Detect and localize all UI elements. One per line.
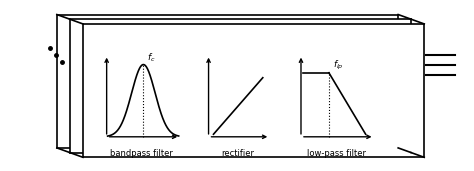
Bar (83, 24, 424, 157)
Text: low-pass filter: low-pass filter (307, 149, 366, 158)
Text: rectifier: rectifier (222, 149, 255, 158)
Text: $f_{lp}$: $f_{lp}$ (333, 59, 343, 72)
Bar (57, 15, 398, 148)
Text: bandpass filter: bandpass filter (110, 149, 173, 158)
Bar (70, 19, 411, 153)
Text: $f_c$: $f_c$ (147, 51, 156, 64)
